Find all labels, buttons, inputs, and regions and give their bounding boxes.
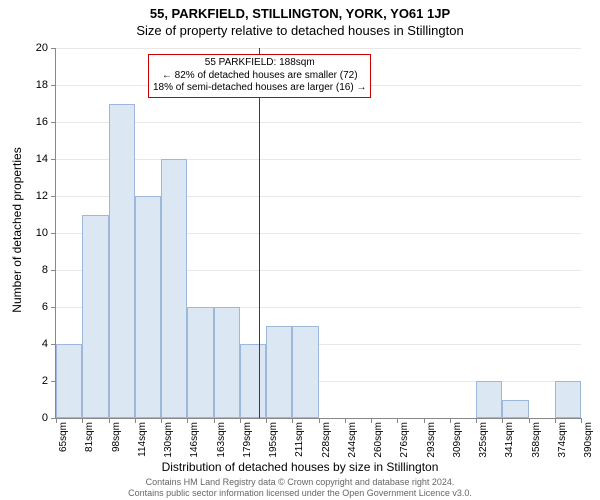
y-tick-label: 6: [18, 301, 48, 313]
x-tick-label: 65sqm: [58, 422, 69, 452]
histogram-bar: [555, 381, 581, 418]
y-tick-mark: [51, 233, 56, 234]
x-tick-label: 114sqm: [137, 422, 148, 457]
x-tick-mark: [319, 418, 320, 423]
x-tick-label: 81sqm: [84, 422, 95, 452]
histogram-bar: [109, 104, 135, 419]
x-tick-label: 98sqm: [111, 422, 122, 452]
x-tick-mark: [529, 418, 530, 423]
y-tick-label: 12: [18, 190, 48, 202]
y-tick-label: 4: [18, 338, 48, 350]
y-tick-mark: [51, 159, 56, 160]
x-tick-label: 276sqm: [399, 422, 410, 458]
y-tick-label: 0: [18, 412, 48, 424]
x-tick-mark: [424, 418, 425, 423]
x-tick-mark: [135, 418, 136, 423]
x-axis-label: Distribution of detached houses by size …: [0, 460, 600, 474]
reference-line: [259, 48, 260, 418]
x-tick-label: 228sqm: [321, 422, 332, 458]
x-tick-label: 325sqm: [478, 422, 489, 458]
x-tick-mark: [240, 418, 241, 423]
histogram-bar: [161, 159, 187, 418]
y-tick-label: 8: [18, 264, 48, 276]
x-tick-mark: [581, 418, 582, 423]
x-tick-label: 244sqm: [347, 422, 358, 458]
y-tick-label: 18: [18, 79, 48, 91]
chart-container: 55, PARKFIELD, STILLINGTON, YORK, YO61 1…: [0, 0, 600, 500]
x-tick-label: 130sqm: [163, 422, 174, 458]
y-tick-label: 2: [18, 375, 48, 387]
annotation-line2: ← 82% of detached houses are smaller (72…: [153, 70, 366, 83]
y-tick-mark: [51, 122, 56, 123]
x-tick-mark: [345, 418, 346, 423]
histogram-bar: [82, 215, 108, 419]
y-tick-label: 16: [18, 116, 48, 128]
annotation-line3: 18% of semi-detached houses are larger (…: [153, 82, 366, 95]
histogram-bar: [266, 326, 292, 419]
x-tick-label: 390sqm: [583, 422, 594, 458]
chart-subtitle: Size of property relative to detached ho…: [0, 21, 600, 38]
y-tick-mark: [51, 48, 56, 49]
y-tick-label: 14: [18, 153, 48, 165]
y-tick-label: 10: [18, 227, 48, 239]
x-tick-mark: [476, 418, 477, 423]
x-tick-mark: [371, 418, 372, 423]
x-tick-label: 211sqm: [294, 422, 305, 457]
x-tick-mark: [266, 418, 267, 423]
histogram-bar: [56, 344, 82, 418]
x-tick-label: 341sqm: [504, 422, 515, 458]
histogram-bar: [476, 381, 502, 418]
y-tick-mark: [51, 270, 56, 271]
histogram-bar: [135, 196, 161, 418]
x-tick-label: 163sqm: [216, 422, 227, 458]
histogram-bar: [187, 307, 213, 418]
gridline: [56, 48, 581, 49]
histogram-bar: [292, 326, 318, 419]
footer-line2: Contains public sector information licen…: [0, 488, 600, 498]
histogram-bar: [240, 344, 266, 418]
x-tick-label: 179sqm: [242, 422, 253, 458]
x-tick-label: 146sqm: [189, 422, 200, 458]
y-tick-mark: [51, 307, 56, 308]
gridline: [56, 122, 581, 123]
y-tick-mark: [51, 196, 56, 197]
chart-title: 55, PARKFIELD, STILLINGTON, YORK, YO61 1…: [0, 0, 600, 21]
x-tick-label: 374sqm: [557, 422, 568, 458]
x-tick-label: 260sqm: [373, 422, 384, 458]
histogram-bar: [214, 307, 240, 418]
annotation-box: 55 PARKFIELD: 188sqm ← 82% of detached h…: [148, 54, 371, 98]
footer: Contains HM Land Registry data © Crown c…: [0, 477, 600, 498]
x-tick-mark: [555, 418, 556, 423]
gridline: [56, 159, 581, 160]
x-tick-mark: [450, 418, 451, 423]
plot-area: 55 PARKFIELD: 188sqm ← 82% of detached h…: [55, 48, 581, 419]
y-tick-label: 20: [18, 42, 48, 54]
x-tick-mark: [109, 418, 110, 423]
histogram-bar: [502, 400, 528, 419]
x-tick-label: 309sqm: [452, 422, 463, 458]
annotation-line1: 55 PARKFIELD: 188sqm: [153, 57, 366, 70]
footer-line1: Contains HM Land Registry data © Crown c…: [0, 477, 600, 487]
x-tick-mark: [214, 418, 215, 423]
y-tick-mark: [51, 85, 56, 86]
x-tick-mark: [56, 418, 57, 423]
x-tick-mark: [161, 418, 162, 423]
x-tick-label: 293sqm: [426, 422, 437, 458]
x-tick-label: 358sqm: [531, 422, 542, 458]
x-tick-label: 195sqm: [268, 422, 279, 458]
